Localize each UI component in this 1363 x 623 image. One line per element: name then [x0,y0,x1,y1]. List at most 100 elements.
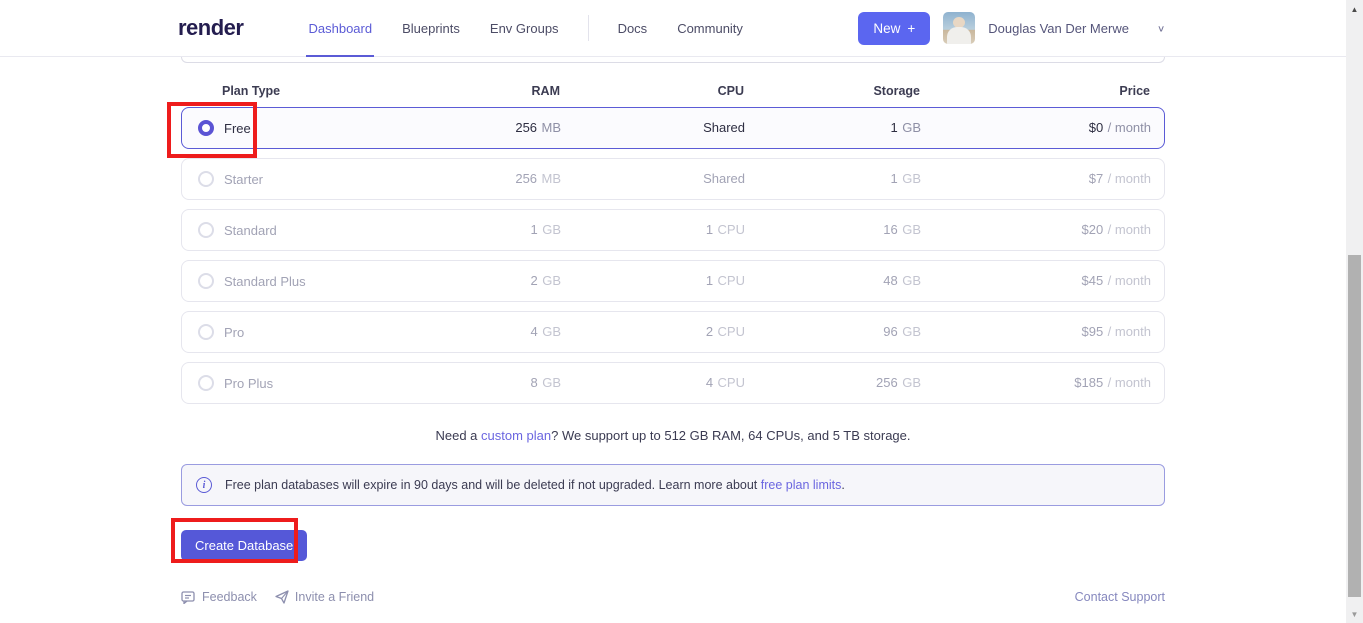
plan-row-standard[interactable]: Standard 1 GB 1 CPU 16 GB $20 / month [181,209,1165,251]
col-plan-type: Plan Type [222,84,281,98]
plan-table-header: Plan Type RAM CPU Storage Price [181,84,1165,98]
price-value: $95 [1081,324,1104,339]
plan-row-standard-plus[interactable]: Standard Plus 2 GB 1 CPU 48 GB $45 / mon… [181,260,1165,302]
storage-unit: GB [902,324,921,339]
feedback-label: Feedback [202,590,257,604]
storage-value: 1 [890,171,898,186]
ram-value: 1 [530,222,538,237]
custom-plan-note: Need a custom plan? We support up to 512… [181,428,1165,443]
cpu-value: 1 [705,222,714,237]
cpu-unit: CPU [717,375,745,390]
price-value: $0 [1088,120,1104,135]
feedback-icon [181,590,195,604]
nav-env-groups[interactable]: Env Groups [489,20,559,36]
ram-value: 4 [530,324,538,339]
price-value: $7 [1088,171,1104,186]
cpu-value: Shared [703,120,745,135]
price-unit: / month [1107,171,1151,186]
price-unit: / month [1107,222,1151,237]
paper-plane-icon [275,590,289,604]
banner-period: . [841,478,845,492]
custom-plan-prefix: Need a [435,428,482,443]
free-plan-limits-link[interactable]: free plan limits [760,478,842,492]
price-unit: / month [1107,273,1151,288]
main-nav: Dashboard Blueprints Env Groups Docs Com… [293,0,757,57]
col-ram: RAM [531,84,560,98]
storage-unit: GB [902,171,921,186]
radio-starter[interactable] [198,171,214,187]
main-content: Plan Type RAM CPU Storage Price Free 256… [181,57,1165,604]
ram-unit: MB [541,120,562,135]
page-footer: Feedback Invite a Friend Contact Support [181,590,1165,604]
nav-blueprints[interactable]: Blueprints [402,20,460,36]
storage-value: 48 [883,273,898,288]
plan-name: Free [224,120,251,136]
price-unit: / month [1107,375,1151,390]
storage-unit: GB [902,273,921,288]
new-button-label: New [873,20,901,36]
ram-value: 2 [530,273,538,288]
custom-plan-suffix: ? We support up to 512 GB RAM, 64 CPUs, … [551,428,911,443]
nav-divider [587,15,589,41]
price-value: $45 [1081,273,1104,288]
invite-friend-button[interactable]: Invite a Friend [275,590,374,604]
user-name[interactable]: Douglas Van Der Merwe [988,20,1129,36]
scroll-up-arrow[interactable]: ▲ [1350,4,1359,14]
price-value: $20 [1081,222,1104,237]
custom-plan-link[interactable]: custom plan [481,428,552,443]
plan-name: Standard Plus [224,273,306,289]
cpu-unit: CPU [717,324,745,339]
new-button[interactable]: New + [858,11,931,45]
plan-row-free[interactable]: Free 256 MB Shared 1 GB $0 / month [181,107,1165,149]
price-unit: / month [1107,120,1151,135]
nav-community[interactable]: Community [677,20,743,36]
plan-row-starter[interactable]: Starter 256 MB Shared 1 GB $7 / month [181,158,1165,200]
info-icon: i [196,477,212,493]
cpu-value: 1 [705,273,714,288]
radio-pro-plus[interactable] [198,375,214,391]
cpu-unit: CPU [717,273,745,288]
ram-value: 256 [515,120,538,135]
storage-value: 256 [876,375,898,390]
cpu-value: 4 [705,375,714,390]
nav-docs[interactable]: Docs [617,20,648,36]
radio-free[interactable] [198,120,214,136]
ram-unit: GB [542,375,561,390]
plus-icon: + [907,20,916,36]
header-right-cluster: New + Douglas Van Der Merwe ∨ [858,11,1165,45]
top-navbar: render Dashboard Blueprints Env Groups D… [0,0,1363,57]
vertical-scrollbar[interactable]: ▲ ▼ [1346,0,1363,623]
storage-unit: GB [902,222,921,237]
storage-value: 1 [890,120,898,135]
chevron-down-icon[interactable]: ∨ [1156,23,1165,34]
scrolled-section-bottom-edge [181,57,1165,63]
col-cpu: CPU [717,84,744,98]
contact-support-link[interactable]: Contact Support [1074,590,1165,604]
plan-row-pro[interactable]: Pro 4 GB 2 CPU 96 GB $95 / month [181,311,1165,353]
radio-standard[interactable] [198,222,214,238]
price-value: $185 [1074,375,1104,390]
ram-unit: GB [542,273,561,288]
nav-dashboard[interactable]: Dashboard [306,0,374,57]
ram-value: 256 [515,171,538,186]
free-plan-info-banner: i Free plan databases will expire in 90 … [181,464,1165,506]
avatar[interactable] [943,12,976,44]
storage-value: 16 [883,222,898,237]
col-storage: Storage [873,84,920,98]
create-database-button[interactable]: Create Database [181,530,308,561]
storage-unit: GB [902,120,921,135]
feedback-button[interactable]: Feedback [181,590,257,604]
scrollbar-thumb[interactable] [1348,255,1361,597]
ram-unit: GB [542,324,561,339]
scroll-down-arrow[interactable]: ▼ [1350,609,1359,619]
plan-name: Pro Plus [224,375,274,391]
render-logo[interactable]: render [178,15,244,40]
cpu-value: 2 [705,324,714,339]
radio-standard-plus[interactable] [198,273,214,289]
radio-pro[interactable] [198,324,214,340]
cpu-value: Shared [703,171,745,186]
plan-name: Standard [224,222,277,238]
col-price: Price [1119,84,1150,98]
plan-row-pro-plus[interactable]: Pro Plus 8 GB 4 CPU 256 GB $185 / month [181,362,1165,404]
storage-value: 96 [883,324,898,339]
